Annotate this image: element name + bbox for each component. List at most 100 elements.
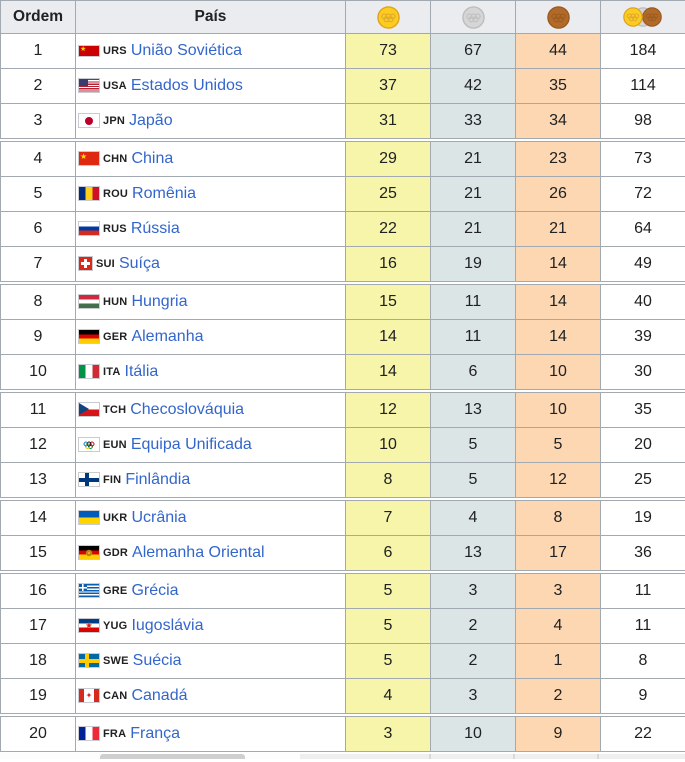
total-count-cell: 98 (600, 103, 685, 141)
flag-ita-icon (78, 364, 100, 380)
country-link[interactable]: Japão (129, 111, 173, 129)
country-code: ITA (103, 365, 121, 378)
column-header-pais: País (75, 0, 346, 34)
bronze-count-cell: 9 (515, 713, 601, 752)
country-link[interactable]: Estados Unidos (130, 76, 243, 94)
country-link[interactable]: Alemanha Oriental (132, 543, 265, 561)
column-header-silver (430, 0, 516, 34)
country-link[interactable]: União Soviética (130, 41, 242, 59)
country-link[interactable]: Grécia (131, 581, 179, 599)
bronze-count-cell: 8 (515, 497, 601, 536)
bronze-count-cell: 4 (515, 608, 601, 644)
gold-count-cell: 22 (345, 211, 431, 247)
total-count-cell: 19 (600, 497, 685, 536)
country-code: ROU (103, 187, 129, 200)
country-cell: GDR Alemanha Oriental (75, 535, 346, 573)
rank-cell: 1 (0, 33, 76, 69)
flag-yug-icon (78, 618, 100, 634)
country-link[interactable]: Ucrânia (131, 508, 187, 526)
rank-cell: 17 (0, 608, 76, 644)
rank-cell: 13 (0, 462, 76, 500)
country-link[interactable]: China (131, 149, 174, 167)
flag-chn-icon (78, 151, 100, 167)
country-link[interactable]: Alemanha (131, 327, 204, 345)
country-code: CAN (103, 689, 128, 702)
total-count-cell: 72 (600, 176, 685, 212)
gold-count-cell: 73 (345, 33, 431, 69)
gold-count-cell: 37 (345, 68, 431, 104)
country-link[interactable]: França (130, 724, 181, 742)
country-link[interactable]: Checoslováquia (130, 400, 245, 418)
table-row: 3 JPN Japão 31 33 34 98 (0, 103, 685, 141)
silver-count-cell: 13 (430, 389, 516, 428)
gold-count-cell: 5 (345, 643, 431, 679)
country-link[interactable]: Hungria (131, 292, 188, 310)
country-cell: SUI Suíça (75, 246, 346, 284)
country-code: UKR (103, 511, 128, 524)
silver-count-cell: 4 (430, 497, 516, 536)
flag-gdr-icon (78, 545, 100, 561)
country-cell: FRA França (75, 713, 346, 752)
rank-cell: 6 (0, 211, 76, 247)
next-row-edge (300, 754, 685, 759)
silver-count-cell: 5 (430, 427, 516, 463)
country-link[interactable]: Suécia (132, 651, 182, 669)
silver-count-cell: 6 (430, 354, 516, 392)
table-row: 11 TCH Checoslováquia 12 13 10 35 (0, 389, 685, 428)
country-cell: ROU Romênia (75, 176, 346, 212)
bronze-count-cell: 26 (515, 176, 601, 212)
country-code: TCH (103, 403, 127, 416)
flag-gre-icon (78, 583, 100, 599)
rank-cell: 14 (0, 497, 76, 536)
gold-count-cell: 5 (345, 570, 431, 609)
rank-cell: 12 (0, 427, 76, 463)
bronze-count-cell: 34 (515, 103, 601, 141)
medal-table-body: 1URSUnião Soviética7367441842USAEstados … (0, 33, 685, 752)
country-link[interactable]: Iugoslávia (131, 616, 204, 634)
country-link[interactable]: Canadá (131, 686, 188, 704)
rank-cell: 3 (0, 103, 76, 141)
flag-ukr-icon (78, 510, 100, 526)
gold-medal-icon (376, 5, 400, 29)
country-link[interactable]: Finlândia (125, 470, 191, 488)
gold-count-cell: 6 (345, 535, 431, 573)
country-link[interactable]: Suíça (118, 254, 160, 272)
next-row-border-tick (429, 754, 431, 759)
country-link[interactable]: Rússia (130, 219, 180, 237)
table-row: 8 HUN Hungria 15 11 14 40 (0, 281, 685, 320)
cutoff-strip (0, 753, 685, 759)
bronze-count-cell: 21 (515, 211, 601, 247)
rank-cell: 18 (0, 643, 76, 679)
country-link[interactable]: Romênia (132, 184, 197, 202)
table-row: 5 ROU Romênia 25 21 26 72 (0, 176, 685, 212)
flag-hun-icon (78, 294, 100, 310)
table-row: 16 GRE Grécia 5 3 3 11 (0, 570, 685, 609)
flag-ger-icon (78, 329, 100, 345)
silver-count-cell: 11 (430, 281, 516, 320)
total-count-cell: 184 (600, 33, 685, 69)
total-count-cell: 64 (600, 211, 685, 247)
bronze-count-cell: 14 (515, 281, 601, 320)
silver-count-cell: 2 (430, 608, 516, 644)
table-row: 7 SUI Suíça 16 19 14 49 (0, 246, 685, 284)
rank-cell: 10 (0, 354, 76, 392)
country-link[interactable]: Itália (124, 362, 159, 380)
gold-count-cell: 7 (345, 497, 431, 536)
country-cell: HUN Hungria (75, 281, 346, 320)
country-code: EUN (103, 438, 127, 451)
total-count-cell: 11 (600, 608, 685, 644)
country-cell: UKR Ucrânia (75, 497, 346, 536)
country-code: CHN (103, 152, 128, 165)
gold-count-cell: 14 (345, 319, 431, 355)
gold-count-cell: 25 (345, 176, 431, 212)
table-row: 17YUGIugoslávia52411 (0, 608, 685, 644)
country-code: JPN (103, 114, 125, 127)
country-link[interactable]: Equipa Unificada (130, 435, 252, 453)
horizontal-scrollbar-thumb[interactable] (100, 754, 245, 759)
next-row-border-tick (597, 754, 599, 759)
flag-eun-icon (78, 437, 100, 453)
